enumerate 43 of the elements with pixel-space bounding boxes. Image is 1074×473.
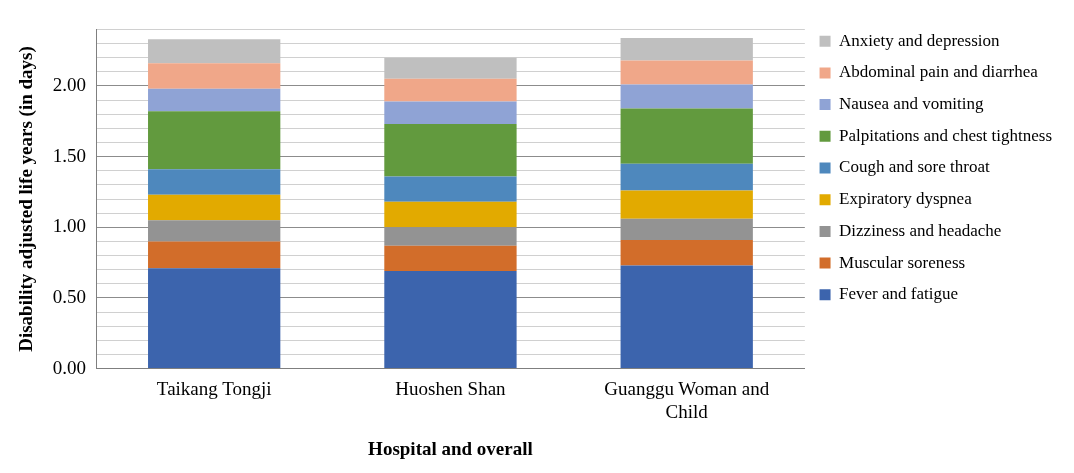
bar — [384, 201, 517, 228]
bar — [620, 108, 753, 164]
legend-label: Fever and fatigue — [839, 284, 958, 304]
bar — [148, 39, 281, 64]
legend-label: Muscular soreness — [839, 252, 966, 272]
bar — [620, 163, 753, 191]
legend-label: Nausea and vomiting — [839, 94, 985, 114]
bar — [384, 78, 517, 102]
bar — [620, 37, 753, 61]
bar — [620, 265, 753, 369]
bar — [384, 245, 517, 272]
legend-label: Anxiety and depression — [839, 30, 1001, 50]
bar — [620, 84, 753, 109]
legend-label: Cough and sore throat — [839, 157, 990, 177]
bar — [620, 60, 753, 85]
legend-label: Palpitations and chest tightness — [839, 125, 1052, 145]
bar — [148, 111, 281, 170]
y-tick-label: 1.00 — [52, 215, 87, 237]
y-tick-label: 2.00 — [52, 73, 87, 95]
y-axis-title: Disability adjusted life years (in days) — [15, 46, 38, 352]
bar — [620, 239, 753, 266]
x-axis-title: Hospital and overall — [368, 437, 533, 459]
legend-label: Dizziness and headache — [839, 220, 1002, 240]
bar — [148, 88, 281, 112]
y-tick-label: 0.50 — [52, 285, 87, 307]
bar — [384, 176, 517, 202]
legend-label: Abdominal pain and diarrhea — [839, 62, 1039, 82]
y-tick-label: 1.50 — [52, 144, 87, 166]
bar — [620, 190, 753, 219]
bar — [148, 194, 281, 221]
bar — [148, 241, 281, 269]
y-tick-label: 0.00 — [52, 356, 87, 378]
bar — [384, 124, 517, 177]
bar — [148, 169, 281, 195]
x-tick-label: Guanggu Woman and Child — [604, 377, 770, 422]
bar — [384, 57, 517, 79]
x-tick-label: Taikang Tongji — [156, 377, 272, 399]
bar — [384, 101, 517, 125]
bar — [148, 63, 281, 89]
legend-label: Expiratory dyspnea — [839, 189, 973, 209]
x-tick-label: Huoshen Shan — [395, 377, 507, 399]
bar — [148, 268, 281, 369]
bar — [384, 271, 517, 369]
